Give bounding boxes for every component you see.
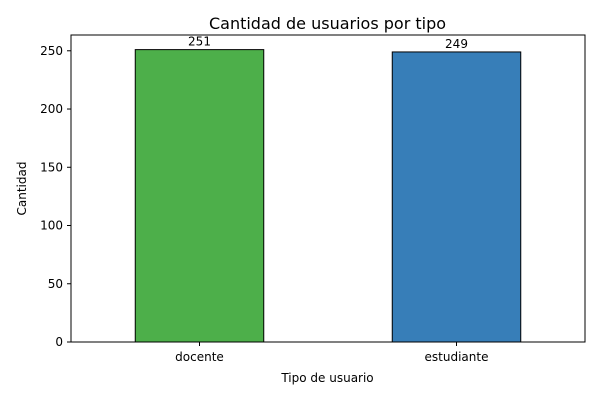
chart-title: Cantidad de usuarios por tipo — [209, 14, 446, 33]
data-labels-layer: 251 249 — [188, 35, 468, 51]
y-axis: 0 50 100 150 200 250 — [40, 44, 71, 349]
x-axis: docente estudiante — [175, 342, 488, 364]
y-axis-label: Cantidad — [15, 162, 29, 216]
x-tick-label-estudiante: estudiante — [425, 350, 489, 364]
bar-estudiante — [391, 51, 522, 343]
x-tick-label-docente: docente — [175, 350, 224, 364]
x-axis-label: Tipo de usuario — [280, 371, 373, 385]
bars-layer — [134, 49, 522, 343]
plot-area: 251 249 — [70, 34, 586, 343]
y-tick-label-0: 0 — [55, 335, 63, 349]
y-tick-label-100: 100 — [40, 219, 63, 233]
data-label-docente: 251 — [188, 35, 211, 49]
data-label-estudiante: 249 — [445, 37, 468, 51]
plot-frame — [70, 34, 586, 343]
y-tick-label-200: 200 — [40, 102, 63, 116]
y-tick-label-50: 50 — [48, 277, 63, 291]
y-tick-label-250: 250 — [40, 44, 63, 58]
bar-docente — [134, 49, 265, 343]
y-tick-label-150: 150 — [40, 160, 63, 174]
